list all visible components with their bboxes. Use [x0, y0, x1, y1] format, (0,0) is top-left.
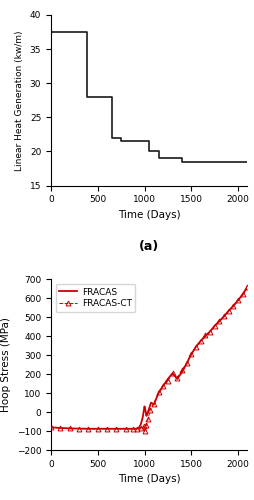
FRACAS: [54, 424, 57, 430]
FRACAS: [49, 424, 52, 430]
FRACAS: [166, 376, 169, 382]
FRACAS: [240, 292, 243, 298]
FRACAS: [143, 407, 146, 413]
FRACAS: [203, 334, 206, 340]
FRACAS-CT: [135, 426, 138, 432]
FRACAS: [235, 298, 239, 304]
Line: FRACAS: FRACAS: [51, 287, 246, 429]
Text: (a): (a): [138, 240, 159, 253]
FRACAS: [115, 426, 118, 432]
FRACAS-CT: [59, 425, 62, 431]
X-axis label: Time (Days): Time (Days): [117, 210, 180, 220]
FRACAS-CT: [208, 328, 211, 334]
FRACAS-CT: [77, 426, 80, 432]
FRACAS: [68, 426, 71, 432]
FRACAS-CT: [217, 318, 220, 324]
FRACAS: [145, 411, 148, 417]
FRACAS-CT: [49, 424, 52, 430]
FRACAS: [144, 413, 147, 419]
FRACAS-CT: [184, 360, 187, 366]
FRACAS: [87, 426, 90, 432]
FRACAS: [189, 352, 192, 358]
FRACAS: [245, 284, 248, 290]
FRACAS: [105, 426, 108, 432]
FRACAS-CT: [124, 426, 127, 432]
FRACAS-CT: [87, 426, 90, 432]
FRACAS: [139, 422, 142, 428]
FRACAS-CT: [235, 298, 239, 304]
FRACAS: [124, 426, 127, 432]
FRACAS: [96, 426, 99, 432]
FRACAS: [180, 370, 183, 376]
FRACAS: [135, 426, 138, 432]
FRACAS: [161, 382, 164, 388]
FRACAS: [142, 404, 146, 409]
FRACAS: [133, 426, 136, 432]
FRACAS: [77, 426, 80, 432]
FRACAS: [198, 338, 201, 344]
FRACAS-CT: [198, 338, 201, 344]
FRACAS: [221, 314, 225, 320]
FRACAS: [137, 424, 140, 430]
Y-axis label: Linear Heat Generation (kw/m): Linear Heat Generation (kw/m): [15, 30, 24, 170]
FRACAS: [212, 323, 215, 329]
FRACAS: [175, 376, 178, 382]
FRACAS-CT: [115, 426, 118, 432]
FRACAS-CT: [144, 422, 147, 428]
FRACAS: [131, 426, 134, 432]
FRACAS-CT: [203, 332, 206, 338]
FRACAS-CT: [231, 303, 234, 309]
FRACAS: [208, 328, 211, 334]
FRACAS: [226, 308, 229, 314]
FRACAS-CT: [96, 426, 99, 432]
FRACAS: [231, 303, 234, 309]
FRACAS-CT: [148, 407, 151, 413]
FRACAS-CT: [68, 426, 71, 432]
FRACAS-CT: [189, 352, 192, 358]
FRACAS-CT: [152, 400, 155, 406]
FRACAS: [194, 344, 197, 349]
FRACAS: [156, 390, 160, 396]
FRACAS-CT: [194, 344, 197, 349]
Y-axis label: Hoop Stress (MPa): Hoop Stress (MPa): [1, 318, 11, 412]
FRACAS: [141, 409, 145, 415]
FRACAS-CT: [146, 416, 149, 422]
FRACAS-CT: [131, 426, 134, 432]
FRACAS-CT: [240, 290, 243, 296]
FRACAS-CT: [105, 426, 108, 432]
FRACAS: [59, 425, 62, 431]
FRACAS-CT: [141, 424, 145, 430]
FRACAS-CT: [180, 368, 183, 374]
FRACAS: [149, 400, 152, 406]
FRACAS-CT: [245, 284, 248, 290]
FRACAS-CT: [221, 314, 225, 320]
FRACAS-CT: [139, 425, 142, 431]
FRACAS-CT: [161, 382, 164, 388]
FRACAS: [170, 370, 173, 376]
FRACAS: [146, 408, 149, 414]
Legend: FRACAS, FRACAS-CT: FRACAS, FRACAS-CT: [55, 284, 135, 312]
FRACAS: [152, 402, 155, 407]
FRACAS-CT: [175, 375, 178, 381]
FRACAS-CT: [142, 428, 146, 434]
FRACAS: [140, 415, 144, 421]
X-axis label: Time (Days): Time (Days): [117, 474, 180, 484]
FRACAS-CT: [226, 308, 229, 314]
FRACAS-CT: [166, 378, 169, 384]
FRACAS-CT: [156, 389, 160, 395]
FRACAS: [147, 406, 150, 411]
FRACAS-CT: [212, 323, 215, 329]
FRACAS: [184, 361, 187, 367]
FRACAS-CT: [170, 370, 173, 376]
FRACAS: [129, 426, 132, 432]
FRACAS: [217, 318, 220, 324]
Line: FRACAS-CT: FRACAS-CT: [48, 284, 249, 434]
